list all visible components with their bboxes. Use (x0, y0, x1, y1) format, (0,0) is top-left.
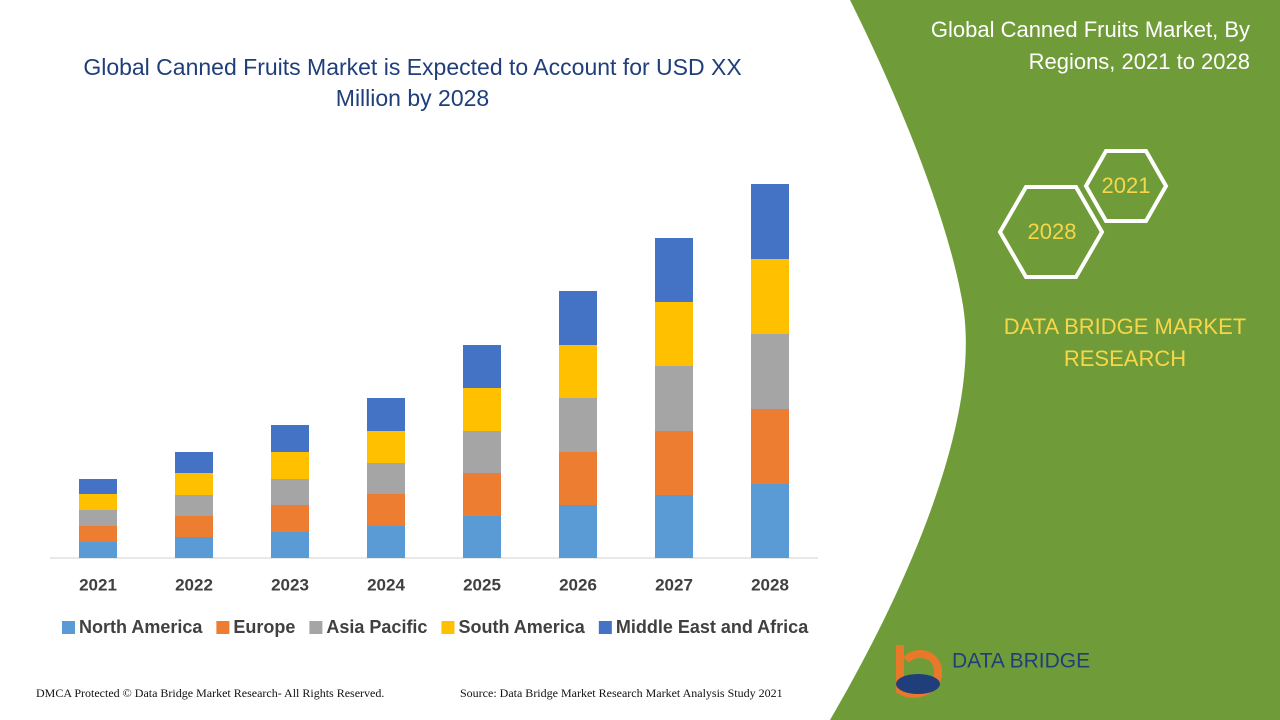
brand-text: DATA BRIDGE MARKET RESEARCH (1003, 314, 1247, 371)
bar-segment (559, 345, 597, 398)
legend-swatch (62, 621, 75, 634)
legend-label: South America (458, 617, 585, 637)
bar-segment (655, 495, 693, 558)
bar-segment (367, 463, 405, 494)
bar-segment (463, 345, 501, 388)
bar-segment (751, 484, 789, 558)
logo: DATA BRIDGE (896, 645, 1090, 698)
source: Source: Data Bridge Market Research Mark… (460, 686, 783, 700)
bar-segment (175, 537, 213, 558)
bar-segment (559, 505, 597, 558)
bar-segment (559, 452, 597, 505)
x-tick-label: 2023 (271, 575, 309, 594)
bar-segment (463, 473, 501, 516)
bar-segment (367, 431, 405, 463)
x-tick-label: 2026 (559, 575, 597, 594)
logo-mark (896, 645, 943, 698)
x-tick-label: 2027 (655, 575, 693, 594)
bar-segment (751, 184, 789, 259)
bar-segment (367, 398, 405, 431)
logo-mark (896, 674, 940, 694)
hexagon (1083, 149, 1169, 223)
bar-segment (271, 532, 309, 558)
legend-swatch (598, 621, 612, 634)
bar-segment (463, 388, 501, 431)
bar-segment (559, 398, 597, 452)
bar-segment (367, 526, 405, 558)
bar-segment (79, 510, 117, 526)
x-tick-label: 2025 (463, 575, 501, 594)
bar-segment (175, 473, 213, 495)
bar-segment (175, 516, 213, 537)
legend-label: Europe (233, 617, 295, 637)
legend-swatch (216, 621, 230, 634)
bar-segment (271, 479, 309, 505)
legend-label: Middle East and Africa (616, 617, 809, 637)
x-tick-label: 2022 (175, 575, 213, 594)
legend-label: Asia Pacific (326, 617, 427, 637)
bar-segment (271, 452, 309, 479)
bar-segment (655, 238, 693, 302)
bar-segment (175, 495, 213, 516)
green-panel (830, 0, 1280, 720)
copyright: DMCA Protected © Data Bridge Market Rese… (36, 686, 385, 700)
bar-segment (79, 526, 117, 542)
hexagon (997, 185, 1105, 279)
bar-segment (271, 425, 309, 452)
bar-segment (463, 516, 501, 558)
bar-segment (751, 409, 789, 484)
legend-label: North America (79, 617, 203, 637)
bar-segment (79, 479, 117, 494)
logo-text: DATA BRIDGE (952, 650, 1090, 673)
bar-segment (79, 542, 117, 558)
hex-label: 2028 (1028, 219, 1077, 244)
x-tick-label: 2021 (79, 575, 117, 594)
bar-segment (79, 494, 117, 510)
bar-segment (271, 505, 309, 532)
bar-segment (751, 259, 789, 334)
legend-swatch (441, 621, 455, 634)
x-tick-label: 2024 (367, 575, 405, 594)
bar-segment (655, 302, 693, 366)
chart-title: Global Canned Fruits Market is Expected … (83, 54, 742, 111)
bar-segment (751, 334, 789, 409)
bar-segment (559, 291, 597, 345)
bar-segment (463, 431, 501, 473)
bar-segment (367, 494, 405, 526)
panel-title: Global Canned Fruits Market, By Regions,… (930, 17, 1250, 74)
x-tick-label: 2028 (751, 575, 789, 594)
bar-segment (175, 452, 213, 473)
hex-label: 2021 (1102, 173, 1151, 198)
bar-segment (655, 366, 693, 431)
legend-swatch (309, 621, 323, 634)
bar-segment (655, 431, 693, 495)
